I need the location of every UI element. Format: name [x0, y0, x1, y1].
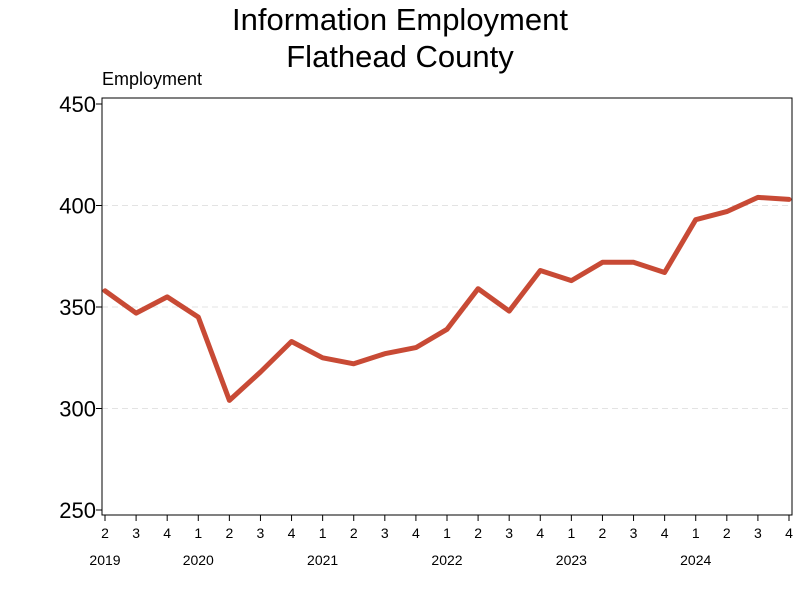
x-tick-label: 1 — [319, 525, 327, 541]
data-point — [413, 345, 418, 350]
x-tick-label: 1 — [567, 525, 575, 541]
x-tick-label: 4 — [288, 525, 296, 541]
data-point — [258, 369, 263, 374]
data-point — [600, 260, 605, 265]
data-point — [382, 351, 387, 356]
data-point — [538, 268, 543, 273]
data-point — [476, 286, 481, 291]
data-point — [662, 270, 667, 275]
x-tick-label: 3 — [257, 525, 265, 541]
x-tick-label: 4 — [661, 525, 669, 541]
x-tick-label: 2 — [350, 525, 358, 541]
data-point — [507, 309, 512, 314]
x-axis: 2 3 4 1 2 3 4 1 2 3 4 1 2 3 4 1 2 3 4 1 2 3 4 2019 2020 2021 2022 2… — [89, 515, 793, 568]
x-tick-label: 3 — [381, 525, 389, 541]
x-tick-label: 1 — [194, 525, 202, 541]
y-tick-label: 250 — [59, 498, 96, 523]
x-tick-label: 2 — [225, 525, 233, 541]
data-point — [693, 217, 698, 222]
series — [102, 194, 792, 403]
x-tick-label: 4 — [785, 525, 793, 541]
data-point — [289, 339, 294, 344]
x-tick-label: 2 — [474, 525, 482, 541]
year-label: 2019 — [89, 552, 120, 568]
gridlines — [102, 205, 792, 409]
x-tick-label: 1 — [692, 525, 700, 541]
year-label: 2022 — [431, 552, 462, 568]
x-tick-label: 2 — [101, 525, 109, 541]
chart-subtitle: Flathead County — [286, 39, 514, 74]
y-tick-label: 400 — [59, 194, 96, 219]
y-axis: 250 300 350 400 450 — [59, 92, 102, 523]
x-tick-label: 2 — [599, 525, 607, 541]
series-line — [102, 194, 792, 403]
x-tick-label: 3 — [132, 525, 140, 541]
data-point — [569, 278, 574, 283]
data-point — [196, 315, 201, 320]
data-point — [755, 195, 760, 200]
x-tick-label: 4 — [536, 525, 544, 541]
data-point — [165, 294, 170, 299]
year-label: 2020 — [183, 552, 214, 568]
x-tick-label: 2 — [723, 525, 731, 541]
data-point — [445, 327, 449, 332]
x-tick-label: 3 — [630, 525, 638, 541]
data-point — [724, 209, 729, 214]
y-tick-label: 300 — [59, 397, 96, 422]
year-label: 2023 — [556, 552, 587, 568]
x-tick-label: 4 — [163, 525, 171, 541]
y-tick-label: 450 — [59, 92, 96, 117]
data-point — [631, 260, 636, 265]
data-point — [787, 197, 791, 202]
data-point — [351, 361, 356, 366]
y-tick-label: 350 — [59, 295, 96, 320]
x-tick-label: 3 — [505, 525, 513, 541]
data-point — [134, 311, 139, 316]
year-label: 2024 — [680, 552, 711, 568]
year-label: 2021 — [307, 552, 338, 568]
x-tick-label: 1 — [443, 525, 451, 541]
x-tick-label: 4 — [412, 525, 420, 541]
chart-title: Information Employment — [232, 2, 568, 37]
data-point — [103, 288, 107, 293]
data-point — [320, 355, 325, 360]
x-tick-label: 3 — [754, 525, 762, 541]
data-point — [227, 398, 232, 403]
y-axis-label: Employment — [102, 69, 202, 89]
